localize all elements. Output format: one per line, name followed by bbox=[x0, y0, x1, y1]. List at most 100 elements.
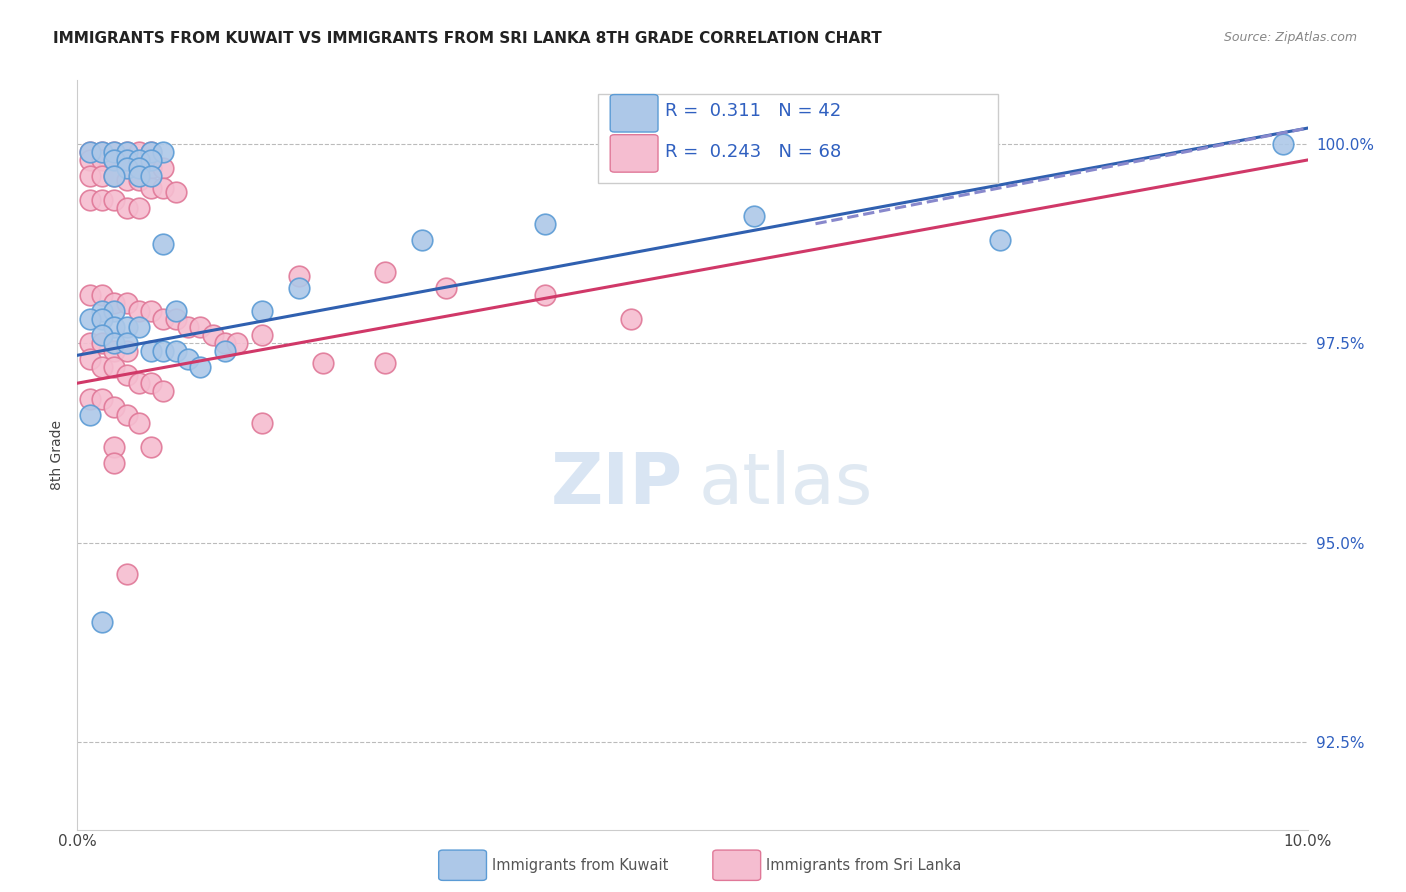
Text: R =  0.311   N = 42: R = 0.311 N = 42 bbox=[665, 103, 841, 120]
Point bbox=[534, 217, 557, 231]
Point bbox=[90, 336, 114, 351]
Point bbox=[988, 233, 1011, 247]
Point bbox=[115, 368, 138, 383]
Point bbox=[103, 145, 125, 159]
Point bbox=[90, 288, 114, 302]
Point bbox=[90, 145, 114, 159]
Point bbox=[128, 201, 150, 215]
Point bbox=[141, 304, 163, 318]
Point bbox=[90, 153, 114, 167]
Point bbox=[250, 416, 273, 430]
Point bbox=[436, 280, 458, 294]
Point bbox=[128, 161, 150, 175]
Point bbox=[115, 161, 138, 175]
Text: Immigrants from Sri Lanka: Immigrants from Sri Lanka bbox=[766, 858, 962, 872]
Point bbox=[79, 145, 101, 159]
Point bbox=[115, 408, 138, 422]
Point bbox=[152, 181, 174, 195]
Point bbox=[103, 336, 125, 351]
Point bbox=[620, 312, 643, 326]
Point bbox=[411, 233, 433, 247]
Point bbox=[214, 336, 236, 351]
Point bbox=[128, 416, 150, 430]
Point bbox=[115, 153, 138, 167]
Point bbox=[103, 145, 125, 159]
Point bbox=[128, 320, 150, 334]
Point bbox=[226, 336, 249, 351]
Point bbox=[79, 193, 101, 207]
Point bbox=[288, 280, 311, 294]
Point bbox=[312, 356, 335, 370]
Point bbox=[128, 173, 150, 187]
Point bbox=[103, 304, 125, 318]
Point bbox=[128, 145, 150, 159]
Point bbox=[103, 360, 125, 375]
Point bbox=[79, 408, 101, 422]
Point bbox=[177, 320, 200, 334]
Point bbox=[128, 153, 150, 167]
Point bbox=[165, 312, 187, 326]
Point bbox=[115, 145, 138, 159]
Point bbox=[1272, 136, 1295, 151]
Point bbox=[115, 145, 138, 159]
Point bbox=[79, 153, 101, 167]
Point bbox=[115, 320, 138, 334]
Text: R =  0.243   N = 68: R = 0.243 N = 68 bbox=[665, 143, 841, 161]
Point bbox=[152, 384, 174, 399]
Point bbox=[128, 169, 150, 183]
Point bbox=[103, 440, 125, 454]
Point bbox=[90, 193, 114, 207]
Point bbox=[79, 336, 101, 351]
Text: Immigrants from Kuwait: Immigrants from Kuwait bbox=[492, 858, 668, 872]
Point bbox=[103, 400, 125, 414]
Point bbox=[141, 344, 163, 359]
Point bbox=[90, 312, 114, 326]
Point bbox=[165, 304, 187, 318]
Point bbox=[141, 153, 163, 167]
Point bbox=[115, 296, 138, 310]
Point bbox=[103, 456, 125, 470]
Point bbox=[115, 153, 138, 167]
Text: atlas: atlas bbox=[699, 450, 873, 519]
Point bbox=[374, 264, 396, 278]
Point bbox=[79, 392, 101, 406]
Point bbox=[103, 153, 125, 167]
Point bbox=[128, 304, 150, 318]
Point bbox=[152, 145, 174, 159]
Point bbox=[141, 169, 163, 183]
Point bbox=[90, 615, 114, 630]
Point bbox=[115, 567, 138, 582]
Point bbox=[742, 209, 765, 223]
Point bbox=[141, 145, 163, 159]
Point bbox=[103, 153, 125, 167]
Point bbox=[165, 344, 187, 359]
Point bbox=[79, 145, 101, 159]
Point bbox=[177, 352, 200, 367]
Y-axis label: 8th Grade: 8th Grade bbox=[51, 420, 65, 490]
Point bbox=[115, 336, 138, 351]
Point bbox=[374, 356, 396, 370]
Point bbox=[103, 344, 125, 359]
Point bbox=[141, 376, 163, 391]
Point bbox=[188, 320, 212, 334]
Point bbox=[152, 344, 174, 359]
Text: ZIP: ZIP bbox=[551, 450, 683, 519]
Point bbox=[90, 392, 114, 406]
Text: IMMIGRANTS FROM KUWAIT VS IMMIGRANTS FROM SRI LANKA 8TH GRADE CORRELATION CHART: IMMIGRANTS FROM KUWAIT VS IMMIGRANTS FRO… bbox=[53, 31, 882, 46]
Point bbox=[250, 304, 273, 318]
Point bbox=[90, 304, 114, 318]
Point bbox=[141, 145, 163, 159]
Point bbox=[90, 145, 114, 159]
Point bbox=[103, 169, 125, 183]
Point bbox=[165, 185, 187, 199]
Point bbox=[103, 296, 125, 310]
Text: Source: ZipAtlas.com: Source: ZipAtlas.com bbox=[1223, 31, 1357, 45]
Point bbox=[152, 236, 174, 251]
Point bbox=[214, 344, 236, 359]
Point bbox=[201, 328, 224, 343]
Point bbox=[128, 161, 150, 175]
Point bbox=[152, 161, 174, 175]
Point bbox=[141, 181, 163, 195]
Point bbox=[90, 328, 114, 343]
Point bbox=[115, 173, 138, 187]
